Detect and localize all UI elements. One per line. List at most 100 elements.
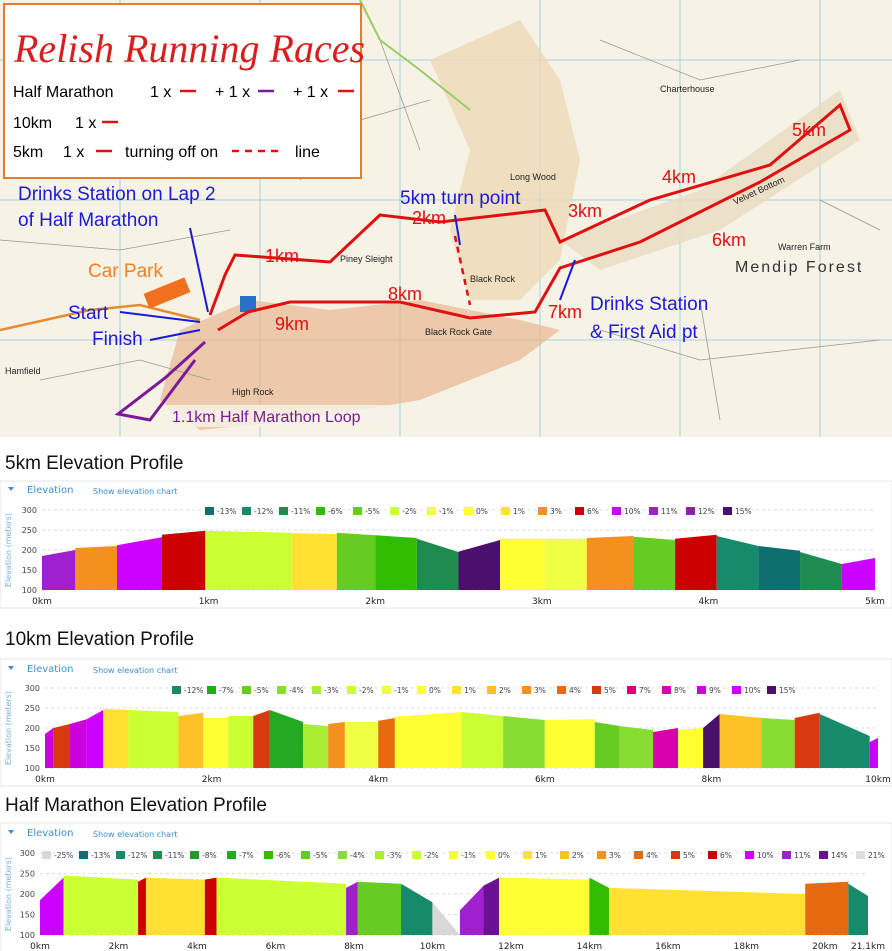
elevation-segment <box>458 540 501 590</box>
legend-label: -12% <box>254 507 273 516</box>
km-label: 5km <box>792 120 826 140</box>
legend-label: 10% <box>624 507 641 516</box>
legend-swatch <box>732 686 741 694</box>
km-label: 1km <box>265 246 299 266</box>
legend-swatch <box>723 507 732 515</box>
place-name: Black Rock <box>470 274 516 284</box>
elevation-segment <box>145 877 205 935</box>
elevation-segment <box>346 881 358 935</box>
elevation-segment <box>461 712 504 768</box>
legend-swatch <box>522 686 531 694</box>
legend-swatch <box>205 507 214 515</box>
legend-swatch <box>116 851 125 859</box>
annotation: Drinks Station on Lap 2 <box>18 184 216 205</box>
legend-swatch <box>452 686 461 694</box>
x-tick-label: 2km <box>202 775 222 785</box>
panel-header: Elevation <box>27 828 73 839</box>
y-tick-label: 300 <box>25 684 40 693</box>
x-tick-label: 4km <box>187 942 207 951</box>
legend-label: 14% <box>831 851 848 860</box>
y-tick-label: 200 <box>20 890 35 899</box>
elevation-segment <box>545 538 587 590</box>
legend-swatch <box>172 686 181 694</box>
collapse-icon <box>8 666 14 670</box>
legend-label: -5% <box>313 851 328 860</box>
legend-label: -8% <box>202 851 217 860</box>
place-name: Charterhouse <box>660 84 715 94</box>
x-tick-label: 12km <box>498 942 523 951</box>
y-tick-label: 250 <box>22 526 37 535</box>
y-tick-label: 250 <box>25 704 40 713</box>
legend-swatch <box>523 851 532 859</box>
x-tick-label: 0km <box>30 942 50 951</box>
km-label: 8km <box>388 284 422 304</box>
annotation: & First Aid pt <box>590 322 698 343</box>
elevation-segment <box>703 714 720 768</box>
legend-swatch <box>264 851 273 859</box>
legend-swatch <box>312 686 321 694</box>
y-axis-label: Elevation (meters) <box>4 857 13 931</box>
legend-lines <box>96 89 354 153</box>
elevation-segment <box>619 726 654 768</box>
elevation-segment <box>205 530 292 590</box>
elevation-segment <box>53 724 70 768</box>
annotations: Drinks Station on Lap 2 of Half Marathon… <box>5 84 861 427</box>
elevation-segment <box>328 722 345 768</box>
pointer-arrows <box>119 214 576 341</box>
legend-label: -3% <box>324 686 339 695</box>
elevation-segment <box>378 718 395 768</box>
legend-label: 3% <box>550 507 562 516</box>
km-label: 2km <box>412 208 446 228</box>
elevation-segment <box>499 877 590 935</box>
panel-header: Elevation <box>27 485 73 496</box>
elevation-segment <box>138 877 146 935</box>
legend-swatch <box>634 851 643 859</box>
elevation-segment <box>216 877 347 935</box>
collapse-icon <box>8 830 14 834</box>
legend-label: 11% <box>794 851 811 860</box>
place-name: High Rock <box>232 387 274 397</box>
legend-label: -12% <box>128 851 147 860</box>
elevation-segment <box>401 883 433 935</box>
legend-swatch <box>592 686 601 694</box>
legend-label: -4% <box>289 686 304 695</box>
legend-label: -1% <box>439 507 454 516</box>
elevation-segment <box>416 538 459 590</box>
elevation-segment <box>653 728 679 768</box>
elevation-segment <box>203 718 229 768</box>
velvet-bottom <box>560 90 860 270</box>
legend-swatch <box>557 686 566 694</box>
elevation-segment <box>794 712 820 768</box>
x-tick-label: 2km <box>365 597 385 607</box>
legend-label: -6% <box>328 507 343 516</box>
elevation-segment <box>394 712 462 768</box>
legend-swatch <box>279 507 288 515</box>
legend-label: 0% <box>498 851 510 860</box>
elevation-segment <box>116 537 162 590</box>
legend-label: 7% <box>639 686 651 695</box>
elevation-segment <box>204 877 217 935</box>
legend-label: -7% <box>239 851 254 860</box>
legend-swatch <box>560 851 569 859</box>
legend-swatch <box>227 851 236 859</box>
km-label: 9km <box>275 314 309 334</box>
legend-label: 11% <box>661 507 678 516</box>
x-tick-label: 18km <box>734 942 759 951</box>
legend-swatch <box>207 686 216 694</box>
x-tick-label: 6km <box>266 942 286 951</box>
legend-label: -12% <box>184 686 203 695</box>
legend-swatch <box>347 686 356 694</box>
legend-swatch <box>487 686 496 694</box>
legend-label: 10% <box>757 851 774 860</box>
panel-link: Show elevation chart <box>93 830 178 839</box>
x-tick-label: 10km <box>420 942 445 951</box>
elevation-segment <box>375 535 417 590</box>
legend-swatch <box>745 851 754 859</box>
elevation-segment <box>483 877 500 935</box>
elevation-segment <box>75 546 117 590</box>
legend-swatch <box>708 851 717 859</box>
place-name: Long Wood <box>510 172 556 182</box>
logo: Relish Running Races <box>13 26 365 71</box>
elevation-segment <box>544 719 595 768</box>
legend-swatch <box>686 507 695 515</box>
